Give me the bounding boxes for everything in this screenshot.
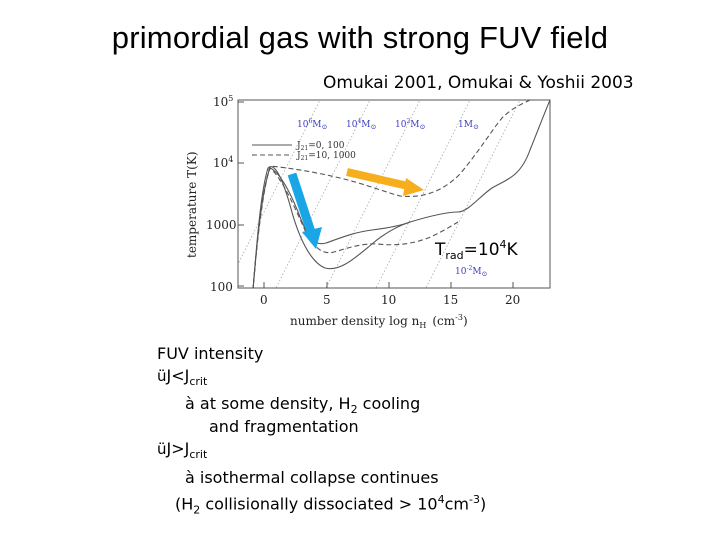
notes-item-2: üJ>Jcrit	[157, 439, 208, 462]
curve-j1000-dashed	[252, 100, 531, 288]
x-tick-0: 0	[260, 293, 268, 307]
notes-item-1-line-2: and fragmentation	[209, 417, 359, 437]
notes-heading: FUV intensity	[157, 344, 264, 363]
jeans-line-1e6	[238, 100, 321, 265]
blue-arrow-shaft	[287, 172, 316, 234]
notes-item-1: üJ<Jcrit	[157, 366, 208, 389]
check-icon: ü	[157, 440, 167, 459]
y-axis-ticks	[238, 101, 244, 287]
plot-legend: J21=0, 100 J21=10, 1000	[252, 141, 356, 162]
check-icon: ü	[157, 367, 167, 385]
notes-item-2-line-1: à isothermal collapse continues	[185, 467, 439, 487]
x-tick-15: 15	[443, 293, 458, 307]
x-tick-5: 5	[323, 293, 331, 307]
notes-item-2-line-2: (H2 collisionally dissociated > 104cm-3)	[175, 492, 487, 517]
x-tick-20: 20	[505, 293, 520, 307]
mass-label-1e2: 102M⊙	[395, 118, 426, 131]
arrow-icon: à	[185, 394, 195, 414]
plot-frame	[237, 99, 551, 289]
jeans-line-1e-2	[425, 100, 521, 288]
y-tick-1e4: 104	[213, 155, 233, 170]
x-axis-ticks	[263, 282, 514, 288]
mass-label-1e-2: 10-2M⊙	[455, 265, 488, 278]
mass-label-1: 1M⊙	[458, 120, 479, 131]
jeans-line-1	[375, 100, 471, 288]
y-tick-1e5: 105	[213, 94, 233, 109]
jeans-line-1e2	[325, 100, 421, 288]
orange-arrow-shaft	[346, 168, 409, 190]
arrow-icon: à	[185, 467, 195, 487]
mass-label-1e6: 106M⊙	[297, 118, 328, 131]
y-tick-1000: 1000	[206, 218, 237, 232]
y-tick-100: 100	[210, 280, 233, 294]
mass-label-1e4: 104M⊙	[346, 118, 377, 131]
notes-block: FUV intensity üJ<Jcrit à at some density…	[157, 343, 486, 521]
y-axis-label: temperature T(K)	[185, 151, 199, 258]
jeans-mass-lines	[238, 100, 521, 288]
notes-item-1-line-1: à at some density, H2 cooling	[185, 394, 421, 417]
x-tick-10: 10	[381, 293, 396, 307]
blue-arrow	[287, 172, 322, 249]
reference-citation: Omukai 2001, Omukai & Yoshii 2003	[323, 73, 634, 93]
trad-label: Trad=104K	[434, 238, 519, 262]
x-axis-label: number density log nH (cm-3)	[290, 313, 468, 330]
jeans-line-1e4	[275, 100, 371, 288]
legend-solid-text: J21=0, 100	[296, 141, 345, 152]
slide-title: primordial gas with strong FUV field	[111, 20, 609, 55]
orange-arrow	[346, 168, 424, 196]
blue-arrow-head	[302, 227, 322, 249]
legend-dashed-text: J21=10, 1000	[296, 151, 356, 162]
orange-arrow-head	[403, 178, 424, 196]
